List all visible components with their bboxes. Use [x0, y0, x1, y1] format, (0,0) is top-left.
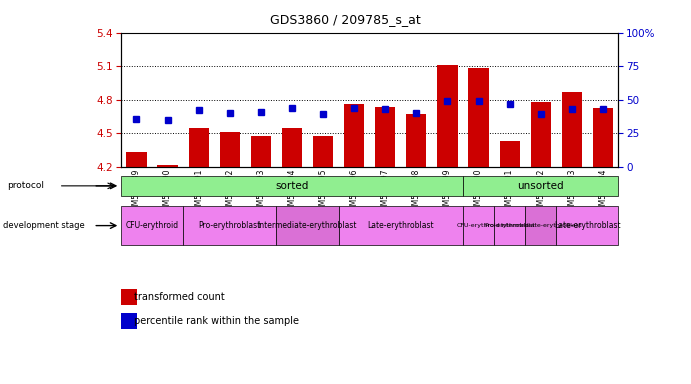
Bar: [158, 165, 178, 167]
Bar: [339, 206, 463, 245]
Text: sorted: sorted: [275, 181, 309, 191]
Bar: [313, 136, 333, 167]
Text: Pro-erythroblast: Pro-erythroblast: [198, 221, 261, 230]
Bar: [463, 206, 494, 245]
Bar: [531, 102, 551, 167]
Bar: [189, 128, 209, 167]
Bar: [406, 114, 426, 167]
Bar: [556, 206, 618, 245]
Text: CFU-erythroid: CFU-erythroid: [457, 223, 500, 228]
Text: Late-erythroblast: Late-erythroblast: [368, 221, 434, 230]
Bar: [121, 206, 183, 245]
Bar: [121, 289, 137, 305]
Text: GDS3860 / 209785_s_at: GDS3860 / 209785_s_at: [270, 13, 421, 26]
Bar: [183, 206, 276, 245]
Bar: [525, 206, 556, 245]
Bar: [121, 176, 463, 196]
Text: unsorted: unsorted: [518, 181, 564, 191]
Bar: [463, 176, 618, 196]
Bar: [437, 65, 457, 167]
Bar: [282, 128, 302, 167]
Text: development stage: development stage: [3, 221, 85, 230]
Text: protocol: protocol: [7, 181, 44, 190]
Bar: [126, 152, 146, 167]
Bar: [494, 206, 525, 245]
Text: CFU-erythroid: CFU-erythroid: [126, 221, 178, 230]
Bar: [468, 68, 489, 167]
Text: percentile rank within the sample: percentile rank within the sample: [134, 316, 299, 326]
Bar: [375, 107, 395, 167]
Text: Late-erythroblast: Late-erythroblast: [554, 221, 621, 230]
Bar: [276, 206, 339, 245]
Bar: [121, 313, 137, 329]
Text: Pro-erythroblast: Pro-erythroblast: [484, 223, 535, 228]
Bar: [251, 136, 271, 167]
Text: Intermediate-erythroblast: Intermediate-erythroblast: [258, 221, 357, 230]
Bar: [500, 141, 520, 167]
Bar: [562, 92, 582, 167]
Bar: [220, 132, 240, 167]
Bar: [344, 104, 364, 167]
Text: transformed count: transformed count: [134, 292, 225, 302]
Bar: [593, 108, 613, 167]
Text: Intermediate-erythroblast: Intermediate-erythroblast: [500, 223, 581, 228]
